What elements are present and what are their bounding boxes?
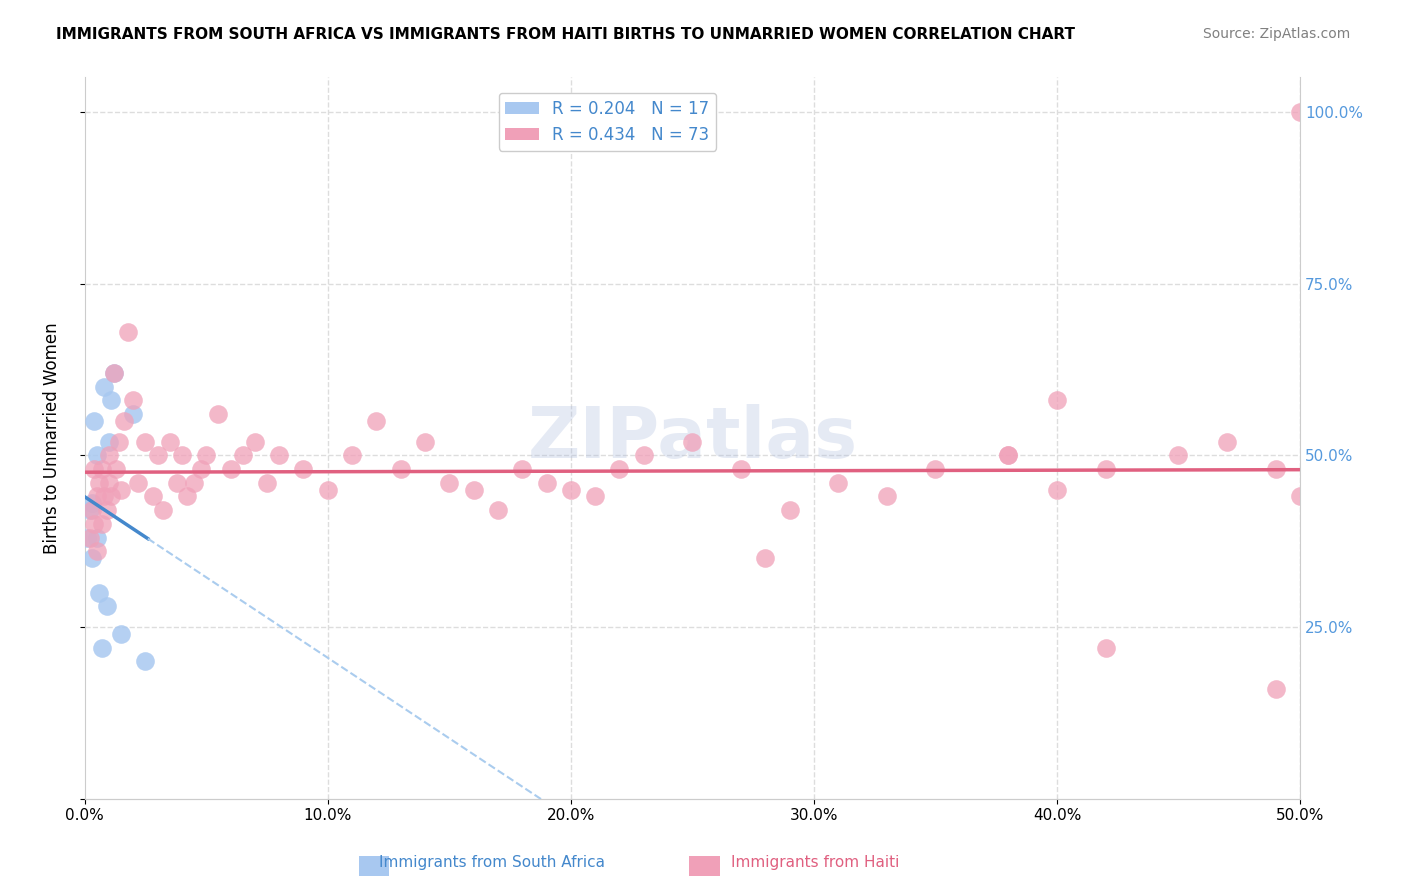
Point [609, 462, 631, 476]
Point [1046, 483, 1069, 497]
Point [117, 325, 139, 339]
Point [997, 448, 1019, 462]
Text: IMMIGRANTS FROM SOUTH AFRICA VS IMMIGRANTS FROM HAITI BIRTHS TO UNMARRIED WOMEN : IMMIGRANTS FROM SOUTH AFRICA VS IMMIGRAN… [56, 27, 1076, 42]
Point [134, 654, 156, 668]
Point [93, 490, 115, 504]
Point [86, 544, 108, 558]
Point [195, 448, 218, 462]
Point [79, 503, 101, 517]
Point [83, 462, 105, 476]
Point [166, 475, 188, 490]
Point [122, 407, 145, 421]
Point [159, 434, 181, 449]
Point [176, 490, 198, 504]
Point [86, 490, 108, 504]
Point [89, 585, 111, 599]
Point [463, 483, 485, 497]
Point [190, 462, 212, 476]
Point [89, 475, 111, 490]
Point [86, 448, 108, 462]
Point [1167, 448, 1189, 462]
Point [1264, 681, 1286, 696]
Point [76, 531, 98, 545]
Point [997, 448, 1019, 462]
Point [486, 503, 509, 517]
Point [413, 434, 436, 449]
Point [122, 393, 145, 408]
Point [90, 462, 112, 476]
Point [93, 379, 115, 393]
Point [256, 475, 278, 490]
Point [112, 414, 135, 428]
Point [1289, 104, 1312, 119]
Point [110, 627, 132, 641]
Point [152, 503, 174, 517]
Point [316, 483, 339, 497]
Point [730, 462, 752, 476]
Point [1094, 640, 1116, 655]
Y-axis label: Births to Unmarried Women: Births to Unmarried Women [44, 322, 60, 554]
Point [633, 448, 655, 462]
Point [292, 462, 315, 476]
Point [83, 516, 105, 531]
Point [583, 490, 606, 504]
Point [560, 483, 582, 497]
Point [243, 434, 266, 449]
Point [83, 414, 105, 428]
Point [146, 448, 169, 462]
Point [105, 462, 128, 476]
Point [269, 448, 291, 462]
Point [96, 503, 118, 517]
Point [207, 407, 229, 421]
Point [340, 448, 363, 462]
Text: Immigrants from South Africa: Immigrants from South Africa [380, 855, 605, 870]
Point [80, 551, 103, 566]
Point [876, 490, 898, 504]
Point [98, 448, 121, 462]
Point [681, 434, 703, 449]
Point [103, 366, 125, 380]
Point [100, 490, 122, 504]
Point [96, 599, 118, 614]
Point [110, 483, 132, 497]
Point [134, 434, 156, 449]
Point [86, 531, 108, 545]
Point [924, 462, 946, 476]
Point [827, 475, 849, 490]
Point [79, 531, 101, 545]
Point [103, 366, 125, 380]
Point [183, 475, 205, 490]
Point [754, 551, 776, 566]
Point [536, 475, 558, 490]
Point [90, 516, 112, 531]
Point [80, 496, 103, 510]
Point [779, 503, 801, 517]
Point [366, 414, 388, 428]
Point [219, 462, 242, 476]
Point [510, 462, 533, 476]
Point [107, 434, 129, 449]
Text: ZIPatlas: ZIPatlas [527, 403, 858, 473]
Point [90, 640, 112, 655]
Legend: R = 0.204   N = 17, R = 0.434   N = 73: R = 0.204 N = 17, R = 0.434 N = 73 [499, 93, 716, 151]
Point [1046, 393, 1069, 408]
Point [127, 475, 149, 490]
Point [1094, 462, 1116, 476]
Point [439, 475, 461, 490]
Point [1289, 490, 1312, 504]
Point [100, 393, 122, 408]
Text: Source: ZipAtlas.com: Source: ZipAtlas.com [1202, 27, 1350, 41]
Point [1216, 434, 1239, 449]
Point [98, 434, 121, 449]
Point [170, 448, 193, 462]
Text: Immigrants from Haiti: Immigrants from Haiti [731, 855, 900, 870]
Point [389, 462, 412, 476]
Point [80, 503, 103, 517]
Point [232, 448, 254, 462]
Point [142, 490, 165, 504]
Point [98, 475, 121, 490]
Point [1264, 462, 1286, 476]
